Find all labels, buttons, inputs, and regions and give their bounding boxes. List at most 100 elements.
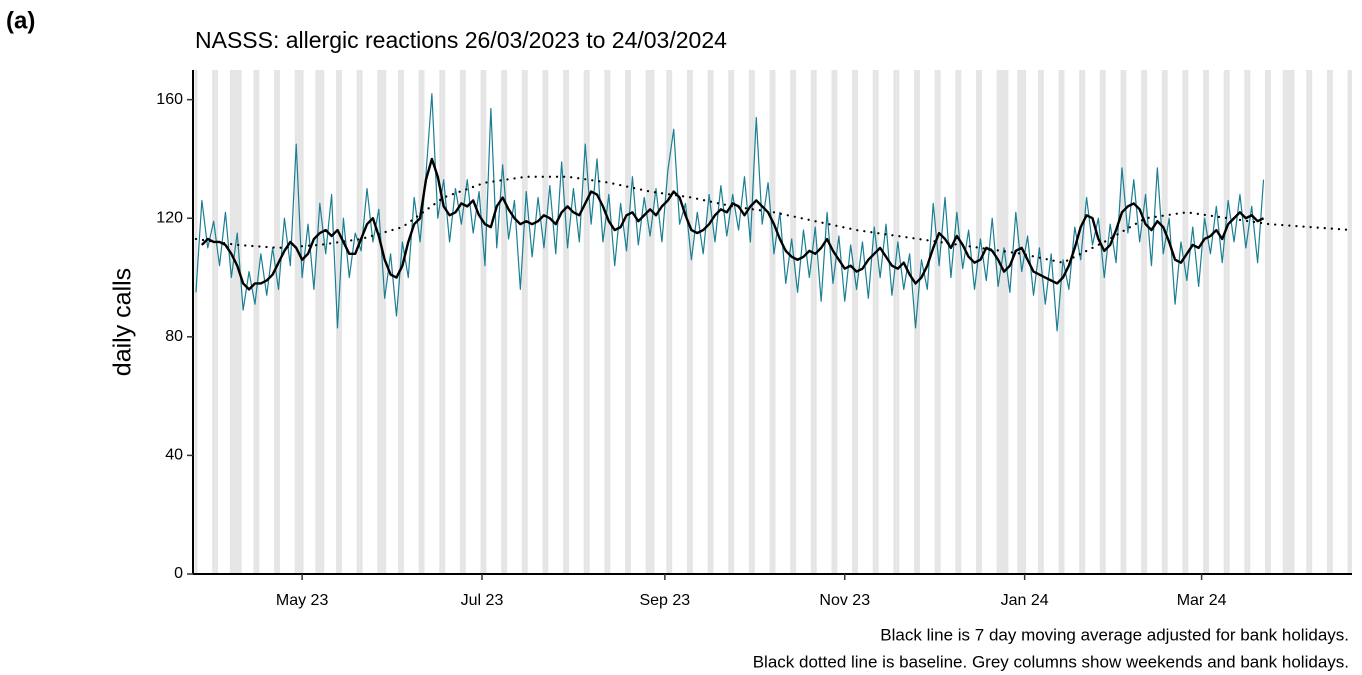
data-line xyxy=(200,157,1265,291)
shaded-column xyxy=(1247,70,1251,574)
shaded-column xyxy=(999,70,1003,574)
shaded-column xyxy=(315,70,319,574)
shaded-column xyxy=(483,70,487,574)
shaded-column xyxy=(852,70,856,574)
shaded-column xyxy=(872,70,876,574)
shaded-column xyxy=(1144,70,1148,574)
shaded-column xyxy=(1288,70,1292,574)
x-tick-label: Nov 23 xyxy=(819,592,870,609)
y-tick-label: 40 xyxy=(165,447,183,464)
shaded-column xyxy=(439,70,443,574)
shaded-column xyxy=(1350,70,1352,574)
shaded-column xyxy=(524,70,528,574)
shaded-column xyxy=(1226,70,1230,574)
shaded-column xyxy=(194,70,198,574)
shaded-column xyxy=(1326,70,1330,574)
panel-label: (a) xyxy=(6,7,35,34)
shaded-column xyxy=(566,70,570,574)
shaded-column xyxy=(1164,70,1168,574)
shaded-column xyxy=(1203,70,1207,574)
shaded-column xyxy=(748,70,752,574)
shaded-column xyxy=(1267,70,1271,574)
shaded-column xyxy=(1285,70,1289,574)
shaded-column xyxy=(274,70,278,574)
shaded-column xyxy=(607,70,611,574)
shaded-column xyxy=(359,70,363,574)
shaded-column xyxy=(1223,70,1227,574)
shaded-column xyxy=(1206,70,1209,574)
shaded-column xyxy=(645,70,649,574)
shaded-column xyxy=(651,70,655,574)
shaded-column xyxy=(1079,70,1083,574)
shaded-column xyxy=(383,70,387,574)
shaded-column xyxy=(893,70,897,574)
shaded-column xyxy=(1123,70,1127,574)
shaded-column xyxy=(955,70,959,574)
x-tick-label: May 23 xyxy=(276,592,329,609)
y-tick-label: 120 xyxy=(156,209,183,226)
shaded-column xyxy=(710,70,714,574)
shaded-column xyxy=(397,70,401,574)
shaded-column xyxy=(462,70,466,574)
x-tick-label: Mar 24 xyxy=(1177,592,1227,609)
shaded-column xyxy=(625,70,628,574)
shaded-column xyxy=(978,70,982,574)
shaded-column xyxy=(235,70,239,574)
shaded-column xyxy=(793,70,797,574)
shaded-column xyxy=(1120,70,1124,574)
shaded-column xyxy=(810,70,814,574)
shaded-column xyxy=(1161,70,1165,574)
shaded-column xyxy=(297,70,301,574)
shaded-column xyxy=(318,70,322,574)
shaded-column xyxy=(834,70,838,574)
shaded-column xyxy=(1017,70,1021,574)
shaded-column xyxy=(896,70,900,574)
shaded-column xyxy=(232,70,236,574)
shaded-column xyxy=(501,70,505,574)
shaded-column xyxy=(380,70,384,574)
y-axis-label: daily calls xyxy=(109,268,137,376)
y-tick-label: 80 xyxy=(165,328,183,345)
shaded-column xyxy=(831,70,835,574)
shaded-column xyxy=(769,70,773,574)
shaded-column xyxy=(521,70,525,574)
shaded-column xyxy=(1291,70,1295,574)
shaded-column xyxy=(356,70,360,574)
shaded-column xyxy=(1061,70,1065,574)
shaded-column xyxy=(583,70,587,574)
shaded-column xyxy=(1002,70,1006,574)
shaded-column xyxy=(586,70,590,574)
shaded-column xyxy=(504,70,508,574)
shaded-column xyxy=(277,70,280,574)
shaded-column xyxy=(1058,70,1062,574)
shaded-column xyxy=(300,70,304,574)
shaded-column xyxy=(731,70,735,574)
shaded-column xyxy=(707,70,711,574)
shaded-column xyxy=(1040,70,1044,574)
shaded-column xyxy=(790,70,794,574)
shaded-column xyxy=(1082,70,1086,574)
y-tick-label: 160 xyxy=(156,91,183,108)
shaded-column xyxy=(459,70,463,574)
x-tick-label: Jul 23 xyxy=(461,592,504,609)
shaded-column xyxy=(934,70,938,574)
shaded-column xyxy=(648,70,652,574)
shaded-column xyxy=(958,70,962,574)
shaded-column xyxy=(813,70,817,574)
shaded-column xyxy=(294,70,298,574)
data-line xyxy=(195,93,1265,332)
shaded-column xyxy=(542,70,546,574)
caption: Black dotted line is baseline. Grey colu… xyxy=(753,652,1349,671)
shaded-column xyxy=(1329,70,1333,574)
x-tick-label: Jan 24 xyxy=(1001,592,1049,609)
shaded-column xyxy=(1182,70,1186,574)
shaded-column xyxy=(215,70,219,574)
shaded-column xyxy=(1265,70,1268,574)
shaded-column xyxy=(996,70,1000,574)
shaded-column xyxy=(1185,70,1189,574)
shaded-column xyxy=(377,70,381,574)
x-tick-label: Sep 23 xyxy=(639,592,690,609)
shaded-column xyxy=(338,70,342,574)
shaded-column xyxy=(480,70,484,574)
